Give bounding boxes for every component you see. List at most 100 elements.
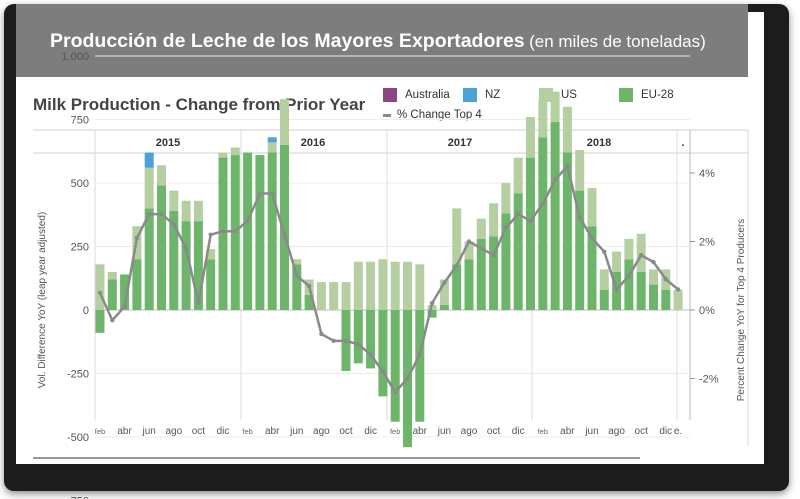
bar-us bbox=[316, 282, 326, 310]
pct-change-point bbox=[159, 211, 164, 217]
bar-eu-28 bbox=[599, 289, 609, 310]
pct-change-point bbox=[97, 290, 103, 296]
pct-change-point bbox=[516, 211, 521, 217]
y-tick-label: 500 bbox=[71, 178, 89, 190]
pct-change-point bbox=[552, 177, 558, 183]
legend-label-australia: Australia bbox=[405, 89, 450, 101]
bar-us bbox=[341, 282, 351, 310]
bar-eu-28 bbox=[169, 210, 179, 310]
x-tick-label: oct bbox=[487, 426, 501, 437]
bar-eu-28 bbox=[636, 271, 646, 310]
bar-us bbox=[280, 99, 289, 145]
pct-change-point bbox=[528, 218, 533, 224]
bar-us bbox=[562, 106, 572, 153]
y-tick-label: 1.000 bbox=[61, 51, 89, 63]
pct-change-point bbox=[183, 246, 189, 251]
bar-eu-28 bbox=[624, 259, 634, 310]
bar-us bbox=[587, 188, 597, 227]
bar-us bbox=[452, 208, 462, 265]
bar-us bbox=[501, 183, 511, 214]
year-label: 2017 bbox=[448, 137, 472, 149]
x-tick-label: dic bbox=[217, 426, 230, 437]
bar-us bbox=[415, 264, 425, 310]
y-tick-label: -750 bbox=[67, 496, 89, 499]
bar-us bbox=[144, 167, 154, 209]
pct-change-point bbox=[577, 215, 582, 220]
bar-eu-28 bbox=[439, 304, 449, 310]
bar-us bbox=[599, 269, 609, 290]
x-tick-label: abr bbox=[265, 426, 280, 437]
bar-eu-28 bbox=[120, 274, 130, 310]
bar-eu-28 bbox=[366, 310, 376, 369]
year-label: 2018 bbox=[587, 137, 611, 149]
bar-us bbox=[624, 238, 634, 260]
legend-swatch-nz bbox=[463, 88, 477, 102]
pct-change-point bbox=[602, 249, 607, 254]
bar-us bbox=[575, 149, 585, 191]
bar-us bbox=[464, 241, 474, 260]
pct-change-point bbox=[282, 232, 287, 237]
pct-change-point bbox=[565, 163, 570, 169]
pct-change-point bbox=[294, 273, 299, 278]
legend-item-eu28: EU-28 bbox=[619, 88, 674, 102]
bar-eu-28 bbox=[181, 221, 191, 310]
legend-item-nz: NZ bbox=[463, 88, 500, 102]
x-tick-label: ago bbox=[313, 426, 330, 437]
pct-change-point bbox=[651, 259, 656, 265]
bar-eu-28 bbox=[218, 157, 228, 310]
pct-change-point bbox=[479, 246, 484, 251]
pct-change-point bbox=[319, 331, 324, 337]
pct-change-point bbox=[331, 338, 336, 344]
bar-eu-28 bbox=[390, 310, 400, 422]
bar-eu-28 bbox=[267, 152, 277, 310]
y-tick-label: 250 bbox=[71, 242, 89, 254]
bar-eu-28 bbox=[107, 279, 117, 310]
x-tick-label: dic bbox=[659, 426, 672, 437]
bar-us bbox=[513, 157, 523, 194]
bar-us bbox=[439, 279, 449, 305]
year-label: 2015 bbox=[156, 137, 180, 149]
x-tick-label: dic bbox=[364, 426, 377, 437]
bar-eu-28 bbox=[157, 185, 166, 310]
x-tick-label: oct bbox=[192, 426, 206, 437]
pct-change-point bbox=[257, 191, 263, 196]
y2-tick-label: 4% bbox=[699, 168, 715, 180]
bar-us bbox=[206, 249, 216, 260]
y2-tick-label: -2% bbox=[699, 374, 719, 386]
bar-eu-28 bbox=[513, 193, 523, 310]
y2-tick-label: 2% bbox=[699, 237, 715, 249]
x-tick-label: feb bbox=[95, 427, 105, 436]
legend-item-australia: Australia bbox=[383, 88, 450, 102]
legend-swatch-us bbox=[539, 88, 553, 102]
y-tick-label: 0 bbox=[83, 305, 89, 317]
bar-us bbox=[157, 165, 166, 186]
bar-nz bbox=[144, 152, 154, 168]
bar-us bbox=[267, 142, 277, 153]
pct-change-point bbox=[626, 273, 632, 278]
bar-eu-28 bbox=[575, 190, 585, 310]
pct-change-point bbox=[429, 300, 435, 306]
bar-us bbox=[378, 259, 388, 310]
pct-change-point bbox=[442, 280, 447, 285]
bar-eu-28 bbox=[292, 264, 302, 310]
legend-label-us: US bbox=[561, 89, 577, 101]
y-tick-label: 750 bbox=[71, 115, 89, 127]
bar-us bbox=[538, 99, 548, 138]
year-label: 2016 bbox=[301, 137, 325, 149]
bar-eu-28 bbox=[526, 157, 535, 310]
bar-us bbox=[169, 190, 179, 211]
pct-change-point bbox=[110, 318, 115, 323]
pct-change-line bbox=[98, 164, 679, 394]
bar-eu-28 bbox=[353, 310, 363, 364]
y2-axis-title: Percent Change YoY for Top 4 Producers bbox=[736, 219, 747, 402]
bar-us bbox=[193, 200, 203, 222]
x-tick-label: feb bbox=[242, 427, 252, 436]
bar-us bbox=[366, 261, 376, 310]
x-tick-label: feb bbox=[538, 427, 548, 436]
y-tick-label: -500 bbox=[67, 432, 89, 444]
pct-change-point bbox=[454, 263, 459, 268]
pct-change-point bbox=[540, 201, 545, 207]
pct-change-point bbox=[368, 352, 373, 357]
year-label: . bbox=[681, 137, 684, 149]
x-tick-label: jun bbox=[584, 426, 598, 437]
